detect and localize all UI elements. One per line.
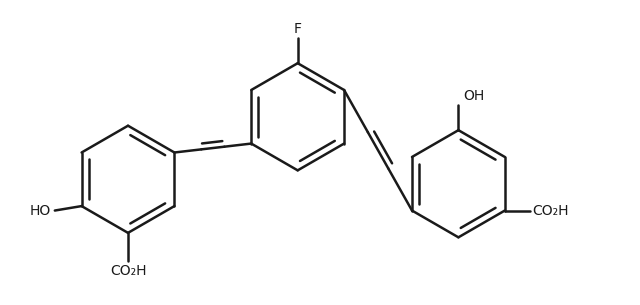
Text: HO: HO [30,203,51,217]
Text: CO₂H: CO₂H [532,203,569,217]
Text: OH: OH [463,89,484,103]
Text: CO₂H: CO₂H [110,264,147,278]
Text: F: F [294,22,301,36]
